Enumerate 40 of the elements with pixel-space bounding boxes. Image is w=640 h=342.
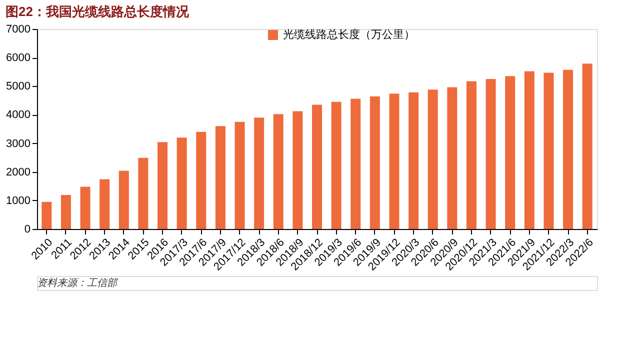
chart-title: 图22：我国光缆线路总长度情况	[6, 4, 190, 19]
bar	[80, 186, 90, 229]
bar	[428, 90, 438, 229]
bar	[466, 81, 476, 229]
bar	[370, 96, 380, 229]
bar	[158, 142, 168, 229]
bar	[582, 64, 592, 229]
bar	[138, 158, 148, 229]
bar	[563, 70, 574, 229]
bar	[176, 138, 187, 229]
bar	[215, 126, 226, 229]
bar	[544, 72, 554, 229]
y-tick-label: 6000	[6, 52, 30, 64]
y-tick-label: 1000	[6, 194, 30, 207]
y-tick-label: 4000	[6, 109, 30, 122]
bar	[408, 92, 419, 229]
bar	[234, 122, 245, 229]
bar	[486, 79, 496, 229]
y-tick-label: 3000	[6, 138, 30, 150]
bar	[42, 202, 52, 229]
bar	[292, 111, 303, 229]
bar	[273, 114, 284, 229]
bar	[350, 98, 361, 229]
bar	[118, 170, 129, 229]
bar	[447, 87, 458, 229]
bar	[331, 102, 342, 229]
bar	[524, 71, 534, 229]
y-tick-label: 5000	[6, 80, 30, 93]
bar	[389, 94, 400, 229]
bar	[312, 104, 322, 229]
y-tick-label: 7000	[6, 24, 30, 36]
bar	[196, 132, 206, 229]
bar	[60, 195, 71, 229]
y-tick-label: 0	[24, 224, 30, 236]
bar	[100, 179, 110, 229]
bar	[505, 76, 516, 229]
y-tick-label: 2000	[6, 166, 30, 178]
text: 资料来源：工信部	[37, 277, 119, 289]
bar	[254, 118, 264, 229]
legend-label: 光缆线路总长度（万公里）	[283, 28, 415, 41]
